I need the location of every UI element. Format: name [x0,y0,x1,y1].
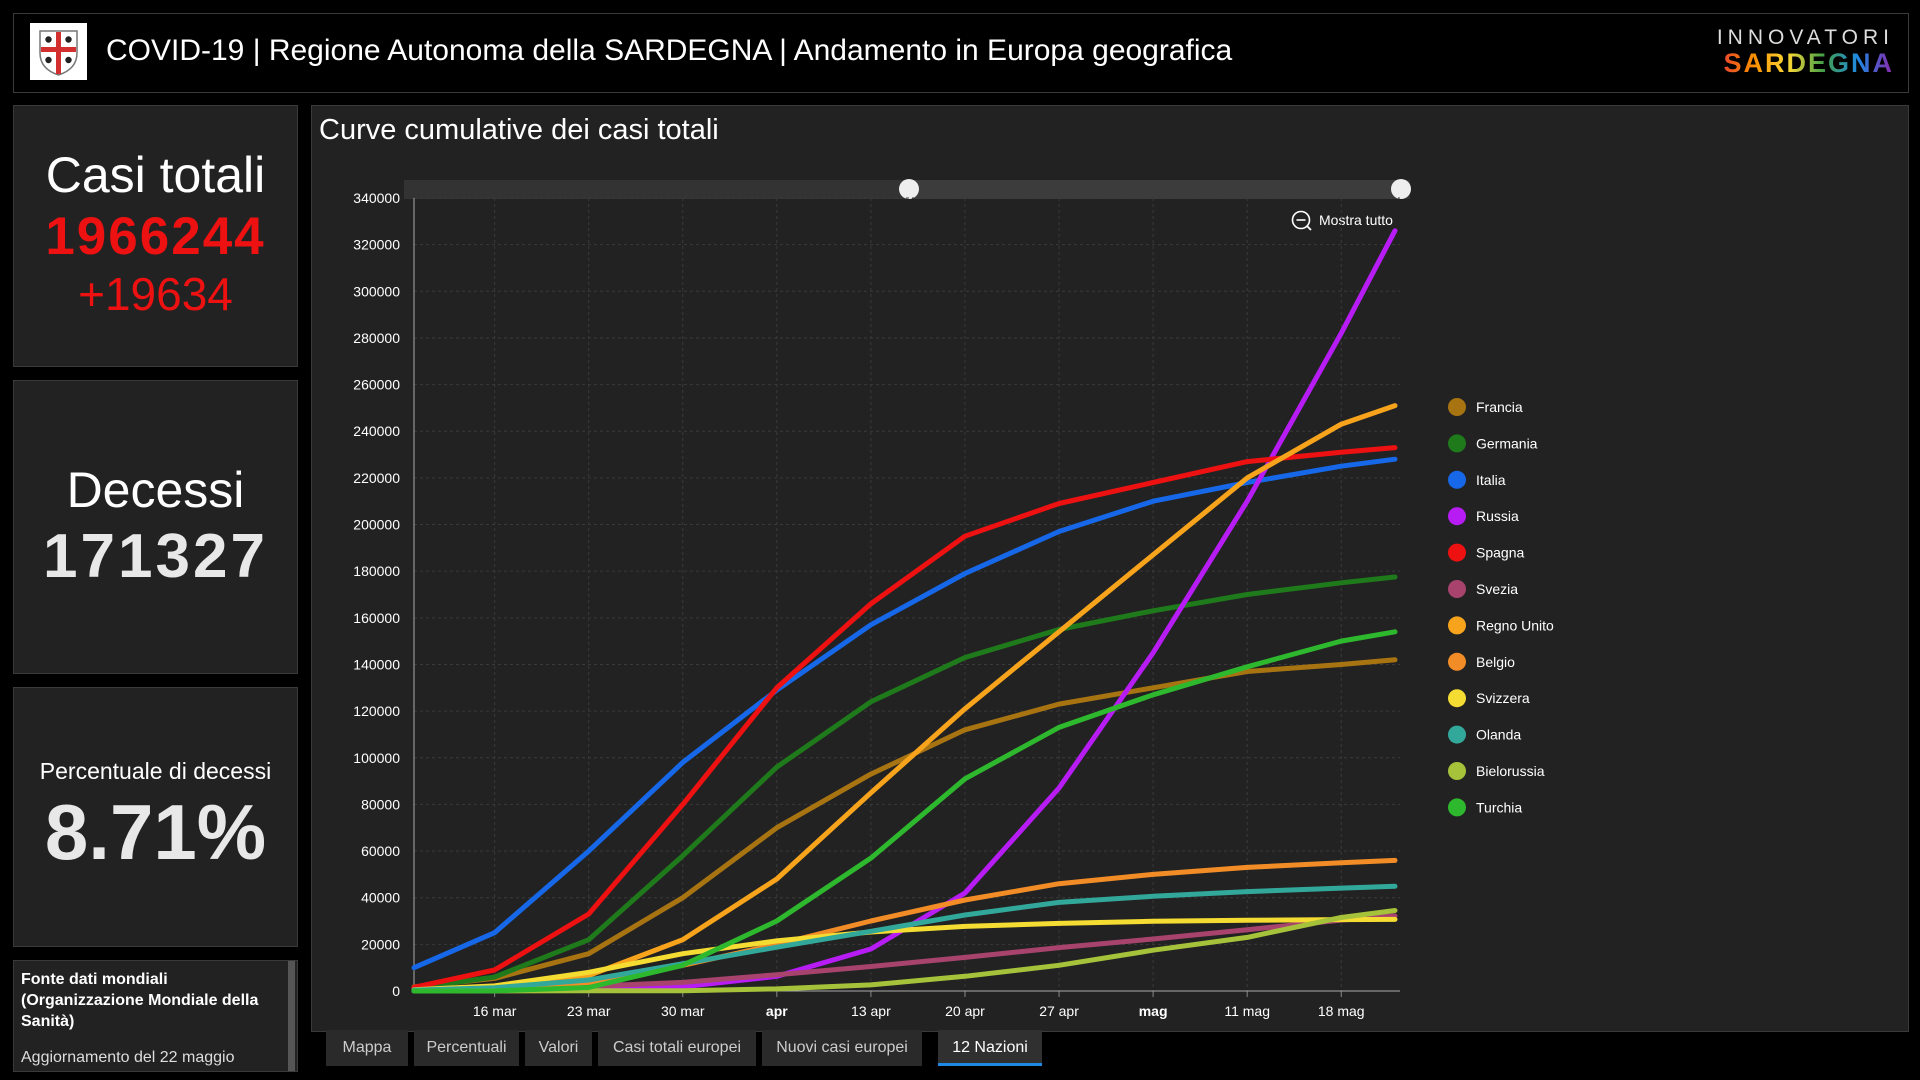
zoom-out-icon-handle [1306,225,1312,231]
deaths-value: 171327 [43,522,268,591]
deaths-panel: Decessi 171327 [13,380,298,674]
legend-swatch[interactable] [1448,398,1466,416]
y-tick-label: 20000 [361,936,400,952]
source-title: Fonte dati mondiali (Organizzazione Mond… [21,971,259,1030]
x-tick-label: 27 apr [1039,1003,1079,1019]
legend-swatch[interactable] [1448,543,1466,562]
brand-top-text: INNOVATORI [1716,26,1894,49]
legend-swatch[interactable] [1448,434,1466,453]
legend-label[interactable]: Bielorussia [1476,763,1545,779]
tab-nuovi-casi-europei[interactable]: Nuovi casi europei [762,1030,922,1066]
line-chart: Mostra tutto 0 20000 40000 60000 80000 100000 1… [353,179,1554,1019]
legend-swatch[interactable] [1448,762,1466,780]
legend-label[interactable]: Regno Unito [1476,617,1554,633]
tab-mappa[interactable]: Mappa [326,1030,408,1066]
range-slider-selection[interactable] [907,180,1403,199]
chart-title: Curve cumulative dei casi totali [319,114,719,146]
series-line-germania[interactable] [411,574,1398,991]
y-tick-label: 140000 [353,656,400,672]
legend-swatch[interactable] [1448,507,1466,526]
x-tick-label: 20 apr [945,1003,985,1019]
legend-label[interactable]: Spagna [1476,545,1524,561]
legend-label[interactable]: Olanda [1476,727,1521,743]
legend-label[interactable]: Turchia [1476,799,1522,815]
x-tick-label: 18 mag [1318,1003,1365,1019]
y-tick-label: 100000 [353,750,400,766]
region-logo [30,23,87,80]
y-tick-label: 280000 [353,330,400,346]
range-handle-end[interactable] [1391,179,1411,199]
legend-label[interactable]: Francia [1476,399,1523,415]
series-line-italia[interactable] [411,456,1398,971]
x-tick-label: mag [1139,1003,1168,1019]
legend-label[interactable]: Italia [1476,472,1506,488]
series-line-spagna[interactable] [411,445,1398,990]
y-tick-label: 200000 [353,517,400,533]
death-rate-value: 8.71% [44,788,267,876]
series-line-svizzera[interactable] [411,916,1398,993]
y-tick-label: 220000 [353,470,400,486]
legend-label[interactable]: Belgio [1476,654,1515,670]
x-tick-label: 23 mar [567,1003,611,1019]
deaths-label: Decessi [66,462,245,518]
header-bar: COVID-19 | Regione Autonoma della SARDEG… [13,13,1909,93]
brand-bottom-text: SARDEGNA [1717,48,1894,79]
legend-swatch[interactable] [1448,580,1466,598]
legend-label[interactable]: Germania [1476,435,1538,451]
y-tick-label: 180000 [353,563,400,579]
y-tick-label: 120000 [353,703,400,719]
y-tick-label: 60000 [361,843,400,859]
tab-percentuali[interactable]: Percentuali [414,1030,519,1066]
series-line-turchia[interactable] [411,629,1398,994]
page-title: COVID-19 | Regione Autonoma della SARDEG… [106,34,1233,67]
source-panel: Fonte dati mondiali (Organizzazione Mond… [13,960,298,1072]
legend-swatch[interactable] [1448,725,1466,744]
y-tick-label: 320000 [353,237,400,253]
tab-12-nazioni[interactable]: 12 Nazioni [938,1030,1042,1066]
cases-delta: +19634 [78,268,233,320]
x-tick-label: 11 mag [1224,1003,1270,1019]
y-tick-label: 300000 [353,283,400,299]
legend-label[interactable]: Svezia [1476,581,1518,597]
zoom-out-icon[interactable] [1291,210,1311,230]
cases-label: Casi totali [45,147,266,203]
brand-logo: INNOVATORI SARDEGNA [1717,26,1894,79]
legend-swatch[interactable] [1448,470,1466,489]
tab-casi-totali-europei[interactable]: Casi totali europei [598,1030,756,1066]
legend-swatch[interactable] [1448,616,1466,635]
legend-label[interactable]: Svizzera [1476,690,1530,706]
y-tick-label: 260000 [353,377,400,393]
range-handle-start[interactable] [899,179,919,199]
source-scrollbar[interactable] [288,961,295,1071]
chart-panel: Curve cumulative dei casi totali Mostra … [311,105,1909,1032]
y-tick-label: 40000 [361,890,400,906]
x-tick-label: 13 apr [851,1003,891,1019]
legend-swatch[interactable] [1448,689,1466,708]
series-line-regno-unito[interactable] [411,403,1398,993]
cases-panel: Casi totali 1966244 +19634 [13,105,298,367]
y-tick-label: 340000 [353,190,400,206]
y-tick-label: 160000 [353,610,400,626]
y-tick-label: 0 [392,983,400,999]
source-update: Aggiornamento del 22 maggio [21,1049,235,1066]
death-rate-label: Percentuale di decessi [39,758,272,784]
x-tick-label: apr [766,1003,788,1019]
tab-valori[interactable]: Valori [525,1030,592,1066]
y-tick-label: 240000 [353,423,400,439]
series-line-olanda[interactable] [411,883,1398,993]
y-tick-label: 80000 [361,796,400,812]
legend-swatch[interactable] [1448,798,1466,817]
legend-label[interactable]: Russia [1476,508,1519,524]
series-line-bielorussia[interactable] [411,908,1398,994]
death-rate-panel: Percentuale di decessi 8.71% [13,687,298,947]
x-tick-label: 30 mar [661,1003,705,1019]
legend-swatch[interactable] [1448,652,1466,671]
show-all-button[interactable]: Mostra tutto [1319,212,1393,228]
cases-value: 1966244 [45,207,266,266]
x-tick-label: 16 mar [473,1003,517,1019]
